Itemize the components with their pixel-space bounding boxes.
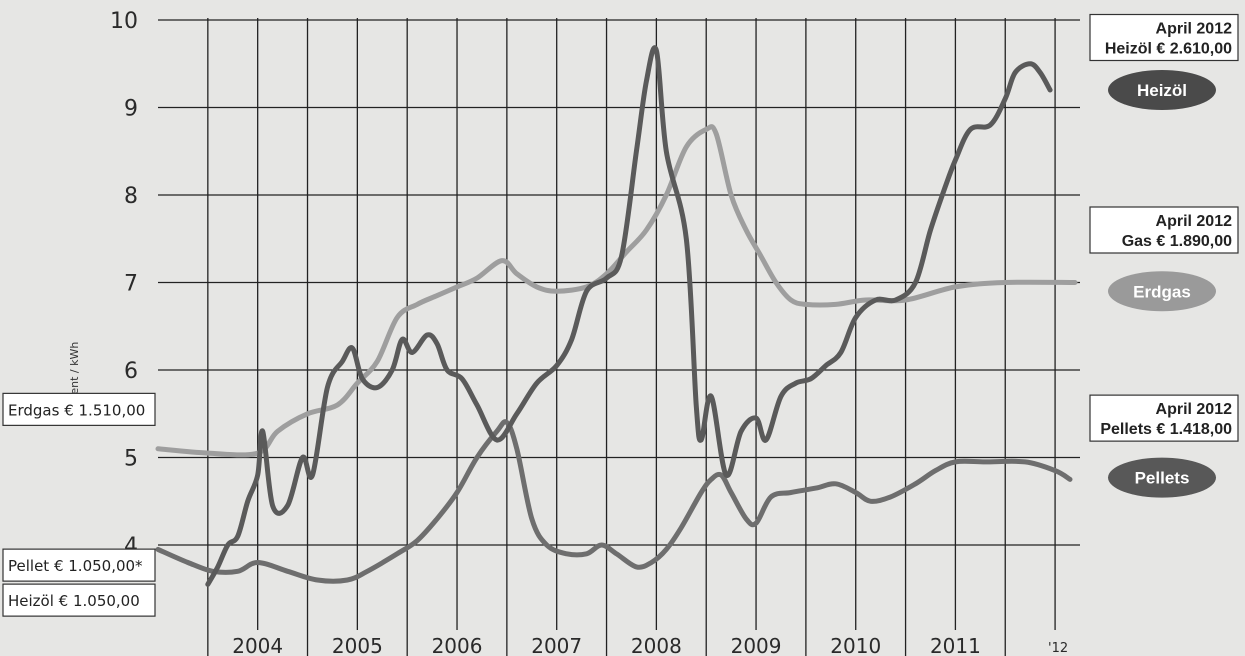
annotation-date: April 2012 — [1156, 21, 1233, 38]
annotation-price: Pellets € 1.418,00 — [1100, 421, 1232, 438]
y-axis-label: Cent / kWh — [68, 342, 81, 403]
x-tick-label: 2011 — [930, 634, 981, 656]
legend: Heizöl Erdgas Pellets — [1108, 70, 1216, 498]
legend-item-erdgas: Erdgas — [1108, 271, 1216, 312]
legend-item-pellets: Pellets — [1108, 457, 1216, 498]
annotation-box-bg — [2, 548, 156, 582]
legend-pill — [1108, 70, 1216, 110]
y-tick-label: 10 — [110, 9, 138, 34]
legend-label: Erdgas — [1133, 282, 1191, 301]
chart-series — [155, 45, 1078, 587]
x-tick-label: 2010 — [830, 634, 881, 656]
y-tick-label: 7 — [124, 272, 138, 297]
x-tick-label: 2006 — [432, 634, 483, 656]
legend-pill — [1108, 457, 1216, 498]
annotation-date: April 2012 — [1156, 213, 1233, 230]
annotation-text: Heizöl € 1.050,00 — [8, 592, 140, 610]
legend-label: Pellets — [1135, 469, 1190, 488]
annotation-text: Pellet € 1.050,00* — [8, 557, 143, 575]
series-line-pellets — [155, 419, 1073, 584]
right-annotation-box: April 2012 Heizöl € 2.610,00 — [1089, 13, 1239, 62]
left-annotation-box: Pellet € 1.050,00* — [2, 548, 156, 582]
x-tick-label: '12 — [1048, 641, 1068, 656]
left-annotation-box: Heizöl € 1.050,00 — [2, 583, 156, 617]
right-annotation-box: April 2012 Gas € 1.890,00 — [1089, 206, 1239, 254]
x-tick-label: 2004 — [232, 634, 283, 656]
right-annotations: April 2012 Heizöl € 2.610,00 April 2012 Gas… — [1089, 13, 1239, 442]
left-annotations: Erdgas € 1.510,00 Pellet € 1.050,00* Heizö… — [2, 392, 156, 617]
left-annotation-box: Erdgas € 1.510,00 — [2, 392, 156, 426]
annotation-box-bg — [2, 392, 156, 426]
annotation-box-bg — [2, 583, 156, 617]
y-tick-label: 8 — [124, 184, 138, 209]
y-tick-label: 5 — [124, 447, 138, 472]
legend-label: Heizöl — [1137, 81, 1187, 100]
annotation-box-bg — [1089, 13, 1239, 62]
series-line-erdgas — [155, 124, 1078, 458]
y-tick-label: 6 — [124, 359, 138, 384]
chart-grid — [158, 18, 1080, 656]
annotation-price: Heizöl € 2.610,00 — [1105, 41, 1232, 58]
x-tick-label: 2005 — [332, 634, 383, 656]
annotation-date: April 2012 — [1156, 401, 1233, 418]
y-tick-label: 9 — [124, 97, 138, 122]
legend-item-heizl: Heizöl — [1108, 70, 1216, 110]
annotation-box-bg — [1089, 394, 1239, 442]
annotation-price: Gas € 1.890,00 — [1122, 233, 1232, 250]
legend-pill — [1108, 271, 1216, 312]
x-axis-ticks: 2004 2005 2006 2007 2008 2009 2010 2011 '12 — [232, 634, 1068, 656]
annotation-box-bg — [1089, 206, 1239, 254]
series-line-heizl — [205, 45, 1053, 587]
x-tick-label: 2009 — [731, 634, 782, 656]
right-annotation-box: April 2012 Pellets € 1.418,00 — [1089, 394, 1239, 442]
x-tick-label: 2007 — [531, 634, 582, 656]
annotation-text: Erdgas € 1.510,00 — [8, 401, 145, 419]
x-tick-label: 2008 — [631, 634, 682, 656]
